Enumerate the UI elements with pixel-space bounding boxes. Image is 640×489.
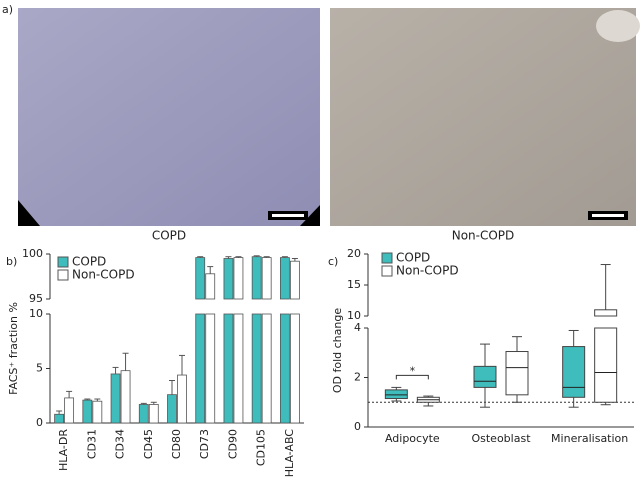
box	[505, 351, 529, 396]
bar	[167, 394, 177, 424]
bar	[54, 413, 65, 424]
y-tick-label: 100	[22, 247, 43, 260]
micrograph	[18, 8, 320, 226]
y-axis-label: FACS⁺ fraction %	[7, 302, 20, 395]
bar	[148, 404, 159, 424]
y-tick-label: 4	[354, 321, 361, 334]
x-tick-label: Mineralisation	[551, 432, 628, 445]
y-tick-label: 5	[36, 362, 43, 375]
bar	[261, 313, 272, 424]
bar	[205, 313, 216, 424]
x-tick-label: HLA-DR	[57, 429, 70, 471]
bar	[233, 257, 244, 300]
bar	[92, 400, 103, 424]
bar	[223, 258, 234, 300]
x-tick-label: Adipocyte	[385, 432, 440, 445]
bar	[251, 313, 262, 424]
x-tick-label: CD45	[142, 429, 155, 459]
x-tick-label: CD73	[198, 429, 211, 459]
legend-label: Non-COPD	[396, 264, 459, 278]
y-tick-label: 10	[347, 309, 361, 322]
x-tick-label: HLA-ABC	[283, 429, 296, 478]
bar	[279, 313, 290, 424]
x-tick-label: CD31	[85, 429, 98, 459]
panel-label: c)	[328, 255, 338, 268]
y-tick-label: 10	[29, 307, 43, 320]
bar	[195, 313, 206, 424]
box	[594, 309, 618, 317]
x-tick-label: CD90	[226, 429, 239, 459]
bar	[138, 404, 149, 424]
x-tick-label: CD34	[114, 429, 127, 459]
y-tick-label: 20	[347, 247, 361, 260]
legend-swatch	[57, 256, 69, 268]
micrograph	[330, 8, 640, 226]
y-tick-label: 0	[36, 416, 43, 429]
legend-swatch	[381, 265, 393, 277]
box	[384, 389, 408, 400]
y-tick-label: 95	[29, 292, 43, 305]
bar	[279, 257, 290, 300]
panel-label: a)	[2, 3, 13, 16]
box	[594, 327, 618, 403]
bar	[120, 370, 131, 424]
x-tick-label: CD105	[255, 429, 268, 466]
bar	[289, 313, 300, 424]
y-tick-label: 2	[354, 371, 361, 384]
bar	[251, 256, 262, 300]
bar	[110, 373, 121, 424]
panel-label: b)	[6, 255, 17, 268]
bar	[177, 374, 187, 424]
bar	[205, 273, 216, 300]
image-caption: COPD	[152, 229, 186, 243]
y-tick-label: 0	[354, 420, 361, 433]
bar	[64, 397, 75, 424]
bar	[223, 313, 234, 424]
box	[562, 346, 586, 398]
legend-label: COPD	[396, 251, 430, 265]
x-tick-label: CD80	[170, 429, 183, 459]
legend-swatch	[57, 269, 69, 281]
legend-label: COPD	[72, 255, 106, 269]
legend-label: Non-COPD	[72, 268, 135, 282]
bar	[261, 257, 272, 300]
legend-swatch	[381, 252, 393, 264]
image-caption: Non-COPD	[452, 229, 515, 243]
significance-bracket	[395, 374, 429, 380]
bar	[289, 260, 300, 300]
y-tick-label: 15	[347, 278, 361, 291]
box	[473, 365, 497, 388]
significance-label: *	[410, 364, 416, 377]
x-tick-label: Osteoblast	[471, 432, 531, 445]
bar	[195, 257, 206, 300]
y-axis-label: OD fold change	[331, 308, 344, 393]
bar	[233, 313, 244, 424]
bar	[82, 399, 93, 424]
